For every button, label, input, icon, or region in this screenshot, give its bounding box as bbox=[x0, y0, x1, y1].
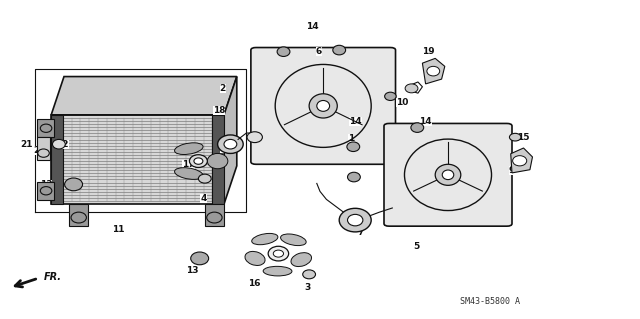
Ellipse shape bbox=[198, 174, 211, 183]
Ellipse shape bbox=[317, 100, 330, 111]
Ellipse shape bbox=[191, 252, 209, 265]
Polygon shape bbox=[205, 204, 224, 226]
Text: 1: 1 bbox=[348, 134, 354, 143]
Ellipse shape bbox=[277, 47, 290, 56]
Text: 6: 6 bbox=[316, 47, 322, 56]
Text: 11: 11 bbox=[112, 225, 125, 234]
Text: 8: 8 bbox=[220, 144, 226, 153]
Ellipse shape bbox=[348, 172, 360, 182]
Ellipse shape bbox=[291, 253, 312, 267]
Ellipse shape bbox=[309, 94, 337, 118]
Ellipse shape bbox=[252, 234, 278, 245]
Text: 17: 17 bbox=[182, 160, 195, 169]
Ellipse shape bbox=[245, 251, 265, 265]
Text: 12: 12 bbox=[56, 140, 69, 149]
Ellipse shape bbox=[442, 170, 454, 180]
Polygon shape bbox=[224, 77, 237, 204]
Text: 20: 20 bbox=[33, 146, 46, 155]
FancyBboxPatch shape bbox=[251, 48, 396, 164]
Ellipse shape bbox=[218, 135, 243, 153]
Text: 13: 13 bbox=[40, 180, 52, 189]
Ellipse shape bbox=[52, 139, 65, 149]
Ellipse shape bbox=[273, 250, 284, 257]
Ellipse shape bbox=[427, 66, 440, 76]
Polygon shape bbox=[51, 115, 224, 204]
Text: 9: 9 bbox=[509, 166, 515, 175]
Ellipse shape bbox=[333, 45, 346, 55]
Ellipse shape bbox=[194, 158, 203, 164]
Ellipse shape bbox=[189, 155, 207, 167]
Ellipse shape bbox=[509, 133, 521, 141]
Text: FR.: FR. bbox=[44, 272, 61, 282]
Text: 7: 7 bbox=[357, 228, 364, 237]
Text: 3: 3 bbox=[304, 283, 310, 292]
Ellipse shape bbox=[339, 208, 371, 232]
Polygon shape bbox=[37, 182, 54, 200]
Text: 2: 2 bbox=[220, 84, 226, 93]
Text: SM43-B5800 A: SM43-B5800 A bbox=[460, 297, 520, 306]
Ellipse shape bbox=[263, 266, 292, 276]
Ellipse shape bbox=[435, 164, 461, 185]
Polygon shape bbox=[37, 120, 54, 137]
Text: 13: 13 bbox=[186, 266, 199, 275]
Text: 21: 21 bbox=[20, 140, 33, 149]
Polygon shape bbox=[212, 115, 224, 204]
Text: 15: 15 bbox=[517, 133, 530, 142]
Text: 4: 4 bbox=[200, 194, 207, 203]
Ellipse shape bbox=[175, 168, 203, 179]
Ellipse shape bbox=[405, 84, 418, 93]
Ellipse shape bbox=[303, 270, 316, 279]
Text: 14: 14 bbox=[349, 117, 362, 126]
Text: 19: 19 bbox=[422, 47, 435, 56]
Ellipse shape bbox=[207, 153, 228, 169]
Text: 14: 14 bbox=[306, 22, 319, 31]
Ellipse shape bbox=[224, 139, 237, 149]
Ellipse shape bbox=[247, 132, 262, 143]
Text: 16: 16 bbox=[248, 279, 261, 288]
Polygon shape bbox=[51, 77, 237, 115]
Polygon shape bbox=[511, 148, 532, 173]
Text: 14: 14 bbox=[419, 117, 432, 126]
Polygon shape bbox=[51, 115, 63, 204]
Ellipse shape bbox=[348, 214, 363, 226]
Ellipse shape bbox=[280, 234, 306, 246]
Polygon shape bbox=[422, 58, 445, 84]
Ellipse shape bbox=[411, 123, 424, 132]
Ellipse shape bbox=[513, 156, 527, 166]
Ellipse shape bbox=[385, 92, 396, 100]
Text: 10: 10 bbox=[396, 98, 408, 107]
Text: 18: 18 bbox=[212, 106, 225, 115]
Ellipse shape bbox=[175, 143, 203, 154]
Text: 5: 5 bbox=[413, 242, 419, 251]
Ellipse shape bbox=[268, 246, 289, 261]
Ellipse shape bbox=[347, 142, 360, 152]
Polygon shape bbox=[37, 137, 50, 160]
FancyBboxPatch shape bbox=[384, 123, 512, 226]
Polygon shape bbox=[69, 204, 88, 226]
Ellipse shape bbox=[65, 178, 83, 191]
